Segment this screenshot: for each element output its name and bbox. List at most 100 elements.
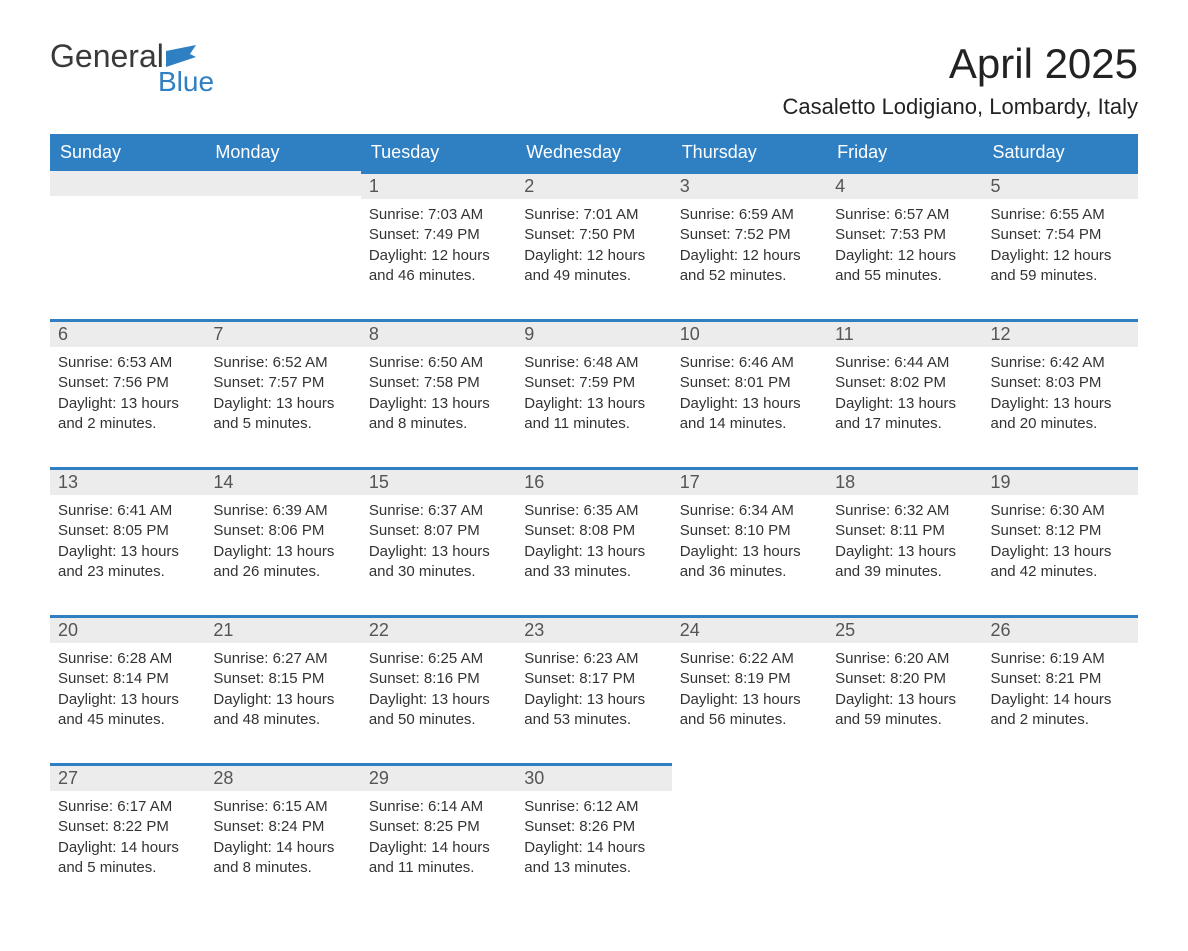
- weekday-header: Sunday: [50, 134, 205, 171]
- day-number: 8: [361, 319, 516, 347]
- day-cell: [672, 763, 827, 883]
- day-sunrise: Sunrise: 6:17 AM: [58, 797, 197, 817]
- day-daylight1: Daylight: 12 hours: [524, 246, 663, 266]
- day-sunrise: Sunrise: 6:35 AM: [524, 501, 663, 521]
- day-cell: 20Sunrise: 6:28 AMSunset: 8:14 PMDayligh…: [50, 615, 205, 735]
- day-sunset: Sunset: 8:01 PM: [680, 373, 819, 393]
- day-sunset: Sunset: 8:25 PM: [369, 817, 508, 837]
- day-number: 19: [983, 467, 1138, 495]
- day-sunrise: Sunrise: 6:27 AM: [213, 649, 352, 669]
- day-sunrise: Sunrise: 6:48 AM: [524, 353, 663, 373]
- day-cell: 22Sunrise: 6:25 AMSunset: 8:16 PMDayligh…: [361, 615, 516, 735]
- day-body: Sunrise: 6:32 AMSunset: 8:11 PMDaylight:…: [827, 495, 982, 582]
- day-cell: 7Sunrise: 6:52 AMSunset: 7:57 PMDaylight…: [205, 319, 360, 439]
- weekday-header-row: Sunday Monday Tuesday Wednesday Thursday…: [50, 134, 1138, 171]
- day-daylight2: and 2 minutes.: [58, 414, 197, 434]
- day-cell: 10Sunrise: 6:46 AMSunset: 8:01 PMDayligh…: [672, 319, 827, 439]
- day-sunset: Sunset: 8:11 PM: [835, 521, 974, 541]
- day-daylight2: and 48 minutes.: [213, 710, 352, 730]
- day-daylight1: Daylight: 13 hours: [58, 542, 197, 562]
- day-daylight2: and 8 minutes.: [213, 858, 352, 878]
- day-daylight1: Daylight: 12 hours: [835, 246, 974, 266]
- logo-text-blue: Blue: [158, 68, 214, 96]
- day-number: 23: [516, 615, 671, 643]
- day-body: Sunrise: 6:23 AMSunset: 8:17 PMDaylight:…: [516, 643, 671, 730]
- weekday-header: Wednesday: [516, 134, 671, 171]
- day-daylight1: Daylight: 13 hours: [58, 690, 197, 710]
- month-title: April 2025: [783, 40, 1138, 88]
- day-daylight2: and 55 minutes.: [835, 266, 974, 286]
- day-daylight2: and 36 minutes.: [680, 562, 819, 582]
- day-sunset: Sunset: 7:59 PM: [524, 373, 663, 393]
- day-daylight1: Daylight: 13 hours: [835, 542, 974, 562]
- day-sunrise: Sunrise: 6:57 AM: [835, 205, 974, 225]
- day-sunrise: Sunrise: 6:34 AM: [680, 501, 819, 521]
- day-sunset: Sunset: 7:49 PM: [369, 225, 508, 245]
- title-block: April 2025 Casaletto Lodigiano, Lombardy…: [783, 40, 1138, 120]
- day-daylight1: Daylight: 13 hours: [835, 394, 974, 414]
- day-sunrise: Sunrise: 6:20 AM: [835, 649, 974, 669]
- day-sunrise: Sunrise: 6:12 AM: [524, 797, 663, 817]
- day-cell: 1Sunrise: 7:03 AMSunset: 7:49 PMDaylight…: [361, 171, 516, 291]
- day-daylight1: Daylight: 13 hours: [213, 394, 352, 414]
- day-cell: 14Sunrise: 6:39 AMSunset: 8:06 PMDayligh…: [205, 467, 360, 587]
- day-sunrise: Sunrise: 6:22 AM: [680, 649, 819, 669]
- day-number: 26: [983, 615, 1138, 643]
- day-sunrise: Sunrise: 6:25 AM: [369, 649, 508, 669]
- day-daylight1: Daylight: 13 hours: [835, 690, 974, 710]
- day-sunset: Sunset: 8:12 PM: [991, 521, 1130, 541]
- day-sunset: Sunset: 8:07 PM: [369, 521, 508, 541]
- day-number: 28: [205, 763, 360, 791]
- day-daylight1: Daylight: 13 hours: [680, 542, 819, 562]
- day-body: Sunrise: 6:14 AMSunset: 8:25 PMDaylight:…: [361, 791, 516, 878]
- day-number: 5: [983, 171, 1138, 199]
- day-daylight1: Daylight: 13 hours: [991, 542, 1130, 562]
- day-daylight2: and 45 minutes.: [58, 710, 197, 730]
- day-sunset: Sunset: 8:10 PM: [680, 521, 819, 541]
- day-daylight2: and 53 minutes.: [524, 710, 663, 730]
- day-sunrise: Sunrise: 6:19 AM: [991, 649, 1130, 669]
- day-daylight2: and 5 minutes.: [213, 414, 352, 434]
- day-body: Sunrise: 6:50 AMSunset: 7:58 PMDaylight:…: [361, 347, 516, 434]
- day-number: 2: [516, 171, 671, 199]
- day-daylight1: Daylight: 14 hours: [369, 838, 508, 858]
- day-sunrise: Sunrise: 6:44 AM: [835, 353, 974, 373]
- day-number: 22: [361, 615, 516, 643]
- calendar-grid: Sunday Monday Tuesday Wednesday Thursday…: [50, 134, 1138, 883]
- day-sunset: Sunset: 8:16 PM: [369, 669, 508, 689]
- day-daylight2: and 42 minutes.: [991, 562, 1130, 582]
- day-cell: 12Sunrise: 6:42 AMSunset: 8:03 PMDayligh…: [983, 319, 1138, 439]
- day-number: 6: [50, 319, 205, 347]
- day-sunset: Sunset: 7:54 PM: [991, 225, 1130, 245]
- week-row: 1Sunrise: 7:03 AMSunset: 7:49 PMDaylight…: [50, 171, 1138, 291]
- day-number: 21: [205, 615, 360, 643]
- weekday-header: Monday: [205, 134, 360, 171]
- empty-day-strip: [205, 171, 360, 196]
- weekday-header: Saturday: [983, 134, 1138, 171]
- day-body: Sunrise: 6:46 AMSunset: 8:01 PMDaylight:…: [672, 347, 827, 434]
- day-daylight2: and 2 minutes.: [991, 710, 1130, 730]
- day-daylight1: Daylight: 14 hours: [991, 690, 1130, 710]
- day-sunset: Sunset: 8:03 PM: [991, 373, 1130, 393]
- day-daylight2: and 14 minutes.: [680, 414, 819, 434]
- day-daylight2: and 33 minutes.: [524, 562, 663, 582]
- day-body: Sunrise: 6:20 AMSunset: 8:20 PMDaylight:…: [827, 643, 982, 730]
- day-cell: 28Sunrise: 6:15 AMSunset: 8:24 PMDayligh…: [205, 763, 360, 883]
- day-number: 18: [827, 467, 982, 495]
- day-number: 11: [827, 319, 982, 347]
- day-body: Sunrise: 6:15 AMSunset: 8:24 PMDaylight:…: [205, 791, 360, 878]
- day-cell: [827, 763, 982, 883]
- day-cell: 17Sunrise: 6:34 AMSunset: 8:10 PMDayligh…: [672, 467, 827, 587]
- day-body: Sunrise: 6:52 AMSunset: 7:57 PMDaylight:…: [205, 347, 360, 434]
- day-daylight1: Daylight: 13 hours: [58, 394, 197, 414]
- empty-day-strip: [50, 171, 205, 196]
- day-sunset: Sunset: 7:50 PM: [524, 225, 663, 245]
- day-sunset: Sunset: 7:57 PM: [213, 373, 352, 393]
- day-cell: 30Sunrise: 6:12 AMSunset: 8:26 PMDayligh…: [516, 763, 671, 883]
- day-sunset: Sunset: 8:17 PM: [524, 669, 663, 689]
- day-daylight1: Daylight: 13 hours: [991, 394, 1130, 414]
- day-number: 20: [50, 615, 205, 643]
- day-number: 24: [672, 615, 827, 643]
- day-sunrise: Sunrise: 6:28 AM: [58, 649, 197, 669]
- day-cell: 4Sunrise: 6:57 AMSunset: 7:53 PMDaylight…: [827, 171, 982, 291]
